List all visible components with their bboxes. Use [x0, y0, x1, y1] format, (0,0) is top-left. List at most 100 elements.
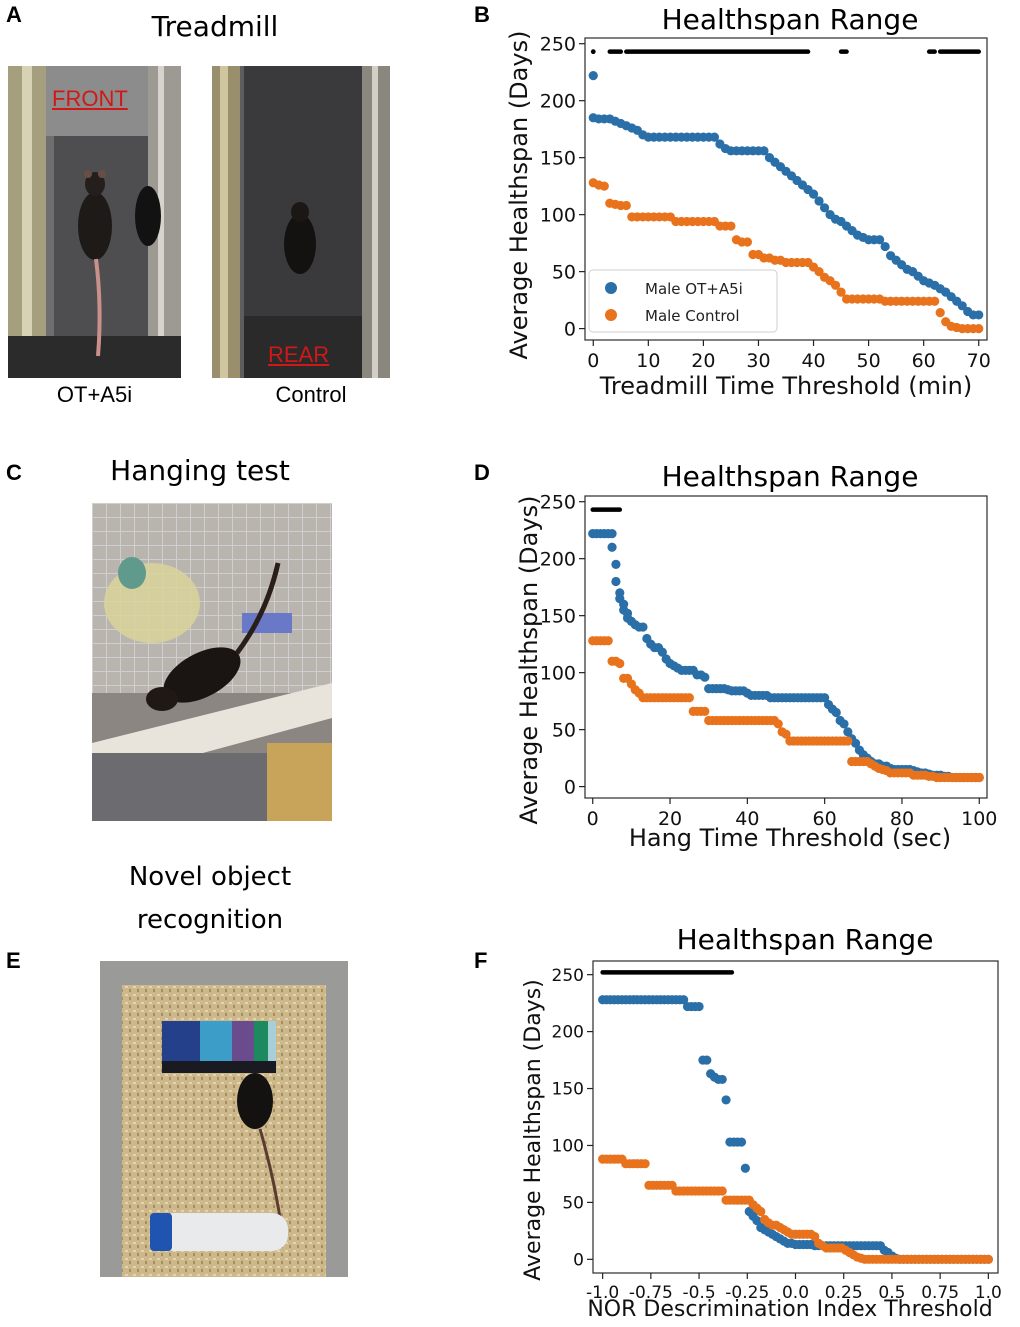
- hanging-illustration: [92, 503, 332, 821]
- chart-f-point: [679, 995, 689, 1005]
- front-sign: FRONT: [52, 86, 128, 111]
- chart-b-point: [930, 296, 940, 306]
- chart-d-xtick-label: 80: [890, 808, 914, 830]
- chart-b-xlabel: Treadmill Time Threshold (min): [599, 372, 972, 400]
- chart-b-ytick-label: 100: [540, 204, 576, 226]
- chart-d-ytick-label: 250: [540, 492, 576, 514]
- chart-d-ylabel: Average Healthspan (Days): [515, 496, 543, 825]
- chart-b-xtick-label: 30: [746, 350, 770, 372]
- panel-label-d: D: [474, 460, 490, 485]
- chart-d-xtick-label: 0: [587, 808, 599, 830]
- hanging-test-title: Hanging test: [110, 454, 290, 487]
- chart-f-point: [736, 1137, 747, 1147]
- chart-b-point: [709, 132, 720, 142]
- chart-f-point: [756, 1206, 766, 1217]
- chart-d-point: [700, 706, 710, 716]
- chart-b-xtick-label: 20: [691, 350, 715, 372]
- chart-f-xtick-label: 1.0: [975, 1283, 1002, 1303]
- chart-f-point: [694, 1001, 704, 1012]
- chart-b-point: [830, 280, 841, 290]
- chart-f-ytick-label: 150: [552, 1080, 584, 1100]
- chart-f-point: [810, 1231, 820, 1242]
- chart-b-xtick-label: 60: [912, 350, 936, 372]
- chart-d-ytick-label: 150: [540, 606, 576, 628]
- chart-d-point: [820, 693, 830, 703]
- panel-label-c: C: [6, 460, 22, 485]
- chart-d-point: [843, 736, 853, 746]
- chart-f-frame: [592, 960, 999, 1274]
- chart-b-point: [935, 308, 945, 318]
- chart-d-point: [850, 738, 861, 748]
- chart-f-xtick-label: 0.0: [782, 1283, 809, 1303]
- chart-b-xtick-label: 40: [801, 350, 825, 372]
- chart-f-point: [740, 1163, 750, 1173]
- chart-b-xtick-label: 10: [636, 350, 660, 372]
- chart-f-point: [721, 1095, 731, 1105]
- chart-f-point: [717, 1186, 727, 1196]
- chart-d-xtick-label: 60: [813, 808, 837, 830]
- chart-b-point: [814, 196, 824, 206]
- treadmill-photo-left: FRONT: [8, 66, 181, 378]
- nor-title-line1: Novel object: [128, 862, 292, 892]
- chart-d-point: [611, 559, 621, 569]
- chart-b-series-control: [588, 178, 984, 334]
- nor-photo: [100, 961, 348, 1277]
- chart-f-title: Healthspan Range: [676, 923, 934, 956]
- chart-f-point: [702, 1055, 712, 1065]
- chart-f-ylabel: Average Healthspan (Days): [521, 979, 546, 1281]
- chart-f-xtick-label: -1.0: [586, 1283, 619, 1303]
- chart-d-point: [615, 658, 625, 669]
- treadmill-title: Treadmill: [151, 10, 279, 43]
- chart-b-ytick-label: 200: [540, 91, 576, 113]
- chart-f-ytick-label: 50: [562, 1194, 584, 1214]
- chart-f-point: [640, 1159, 650, 1169]
- chart-d-point: [839, 719, 849, 729]
- chart-b-legend-label: Male OT+A5i: [645, 280, 743, 298]
- chart-d-xtick-label: 100: [961, 808, 997, 830]
- chart-b-series-ot-a5i: [588, 71, 984, 320]
- chart-b-point: [819, 203, 830, 213]
- chart-b-legend-marker: [605, 309, 617, 321]
- chart-f-ytick-label: 250: [552, 966, 584, 986]
- chart-b-ytick-label: 150: [540, 148, 576, 170]
- chart-d-point: [974, 772, 984, 783]
- chart-b-point: [621, 200, 631, 211]
- chart-f-series-control: [598, 1154, 993, 1264]
- chart-b-point: [759, 146, 769, 156]
- chart-f-xtick-label: -0.75: [629, 1283, 673, 1303]
- chart-b-xtick-label: 50: [857, 350, 881, 372]
- panel-label-f: F: [474, 948, 488, 973]
- chart-b-point: [599, 181, 609, 191]
- rear-sign: REAR: [268, 342, 330, 367]
- chart-d-point: [831, 707, 841, 718]
- chart-b-ytick-label: 250: [540, 34, 576, 56]
- panel-label-b: B: [474, 2, 490, 27]
- chart-b-legend: [588, 269, 778, 333]
- chart-d-point: [607, 542, 617, 552]
- caption-ot-a5i: OT+A5i: [56, 382, 133, 407]
- panel-label-e: E: [6, 948, 21, 973]
- chart-b-legend-label: Male Control: [645, 307, 740, 325]
- chart-f-ytick-label: 200: [552, 1023, 584, 1043]
- chart-b-point: [808, 189, 819, 199]
- chart-d-xtick-label: 20: [658, 808, 682, 830]
- chart-d-ytick-label: 0: [564, 776, 576, 798]
- chart-d-point: [638, 622, 648, 632]
- chart-b-point: [742, 237, 753, 247]
- chart-d-point: [684, 693, 694, 703]
- chart-b-title: Healthspan Range: [661, 3, 919, 36]
- chart-b-xtick-label: 70: [967, 350, 991, 372]
- nor-illustration: [100, 961, 348, 1277]
- chart-f-xtick-label: 0.25: [825, 1283, 863, 1303]
- chart-f-xtick-label: 0.5: [878, 1283, 905, 1303]
- chart-b-ytick-label: 0: [564, 318, 576, 340]
- hanging-test-photo: [92, 503, 332, 821]
- chart-d-series-ot-a5i: [588, 529, 984, 783]
- chart-b-point: [814, 267, 824, 277]
- chart-b-point: [880, 241, 890, 252]
- chart-b-point: [974, 310, 984, 320]
- nor-title-line2: recognition: [136, 905, 284, 935]
- chart-f-xlabel: NOR Descrimination Index Threshold: [587, 1297, 992, 1322]
- chart-b-point: [957, 301, 967, 311]
- treadmill-right-illustration: [212, 66, 390, 378]
